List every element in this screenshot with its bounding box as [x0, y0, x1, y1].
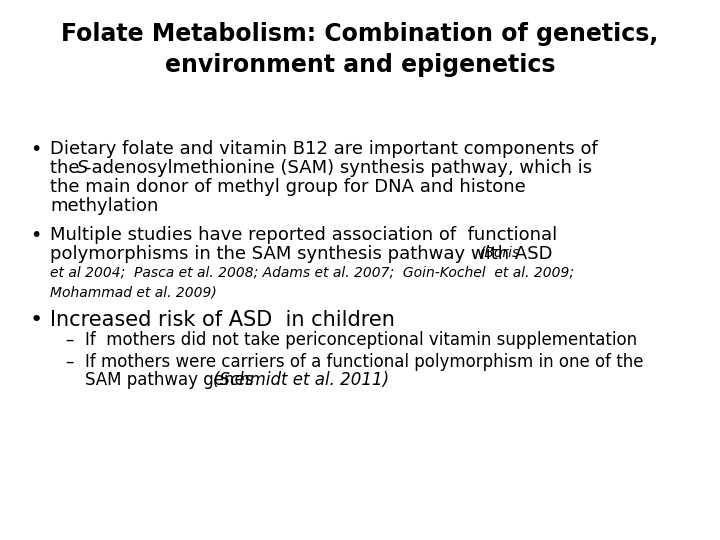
- Text: If  mothers did not take periconceptional vitamin supplementation: If mothers did not take periconceptional…: [85, 331, 637, 349]
- Text: (Boris: (Boris: [480, 245, 521, 259]
- Text: –: –: [65, 331, 73, 349]
- Text: the main donor of methyl group for DNA and histone: the main donor of methyl group for DNA a…: [50, 178, 526, 196]
- Text: SAM pathway genes: SAM pathway genes: [85, 371, 258, 389]
- Text: –: –: [65, 353, 73, 371]
- Text: •: •: [30, 226, 41, 245]
- Text: S: S: [77, 159, 89, 177]
- Text: the: the: [50, 159, 85, 177]
- Text: Multiple studies have reported association of  functional: Multiple studies have reported associati…: [50, 226, 557, 244]
- Text: Folate Metabolism: Combination of genetics,
environment and epigenetics: Folate Metabolism: Combination of geneti…: [61, 22, 659, 77]
- Text: -adenosylmethionine (SAM) synthesis pathway, which is: -adenosylmethionine (SAM) synthesis path…: [85, 159, 592, 177]
- Text: Dietary folate and vitamin B12 are important components of: Dietary folate and vitamin B12 are impor…: [50, 140, 598, 158]
- Text: et al 2004;  Pasca et al. 2008; Adams et al. 2007;  Goin-Kochel  et al. 2009;: et al 2004; Pasca et al. 2008; Adams et …: [50, 266, 574, 280]
- Text: •: •: [30, 310, 43, 330]
- Text: Mohammad et al. 2009): Mohammad et al. 2009): [50, 285, 217, 299]
- Text: Increased risk of ASD  in children: Increased risk of ASD in children: [50, 310, 395, 330]
- Text: If mothers were carriers of a functional polymorphism in one of the: If mothers were carriers of a functional…: [85, 353, 644, 371]
- Text: •: •: [30, 140, 41, 159]
- Text: polymorphisms in the SAM synthesis pathway with ASD: polymorphisms in the SAM synthesis pathw…: [50, 245, 558, 263]
- Text: methylation: methylation: [50, 197, 158, 215]
- Text: (Schmidt et al. 2011): (Schmidt et al. 2011): [213, 371, 389, 389]
